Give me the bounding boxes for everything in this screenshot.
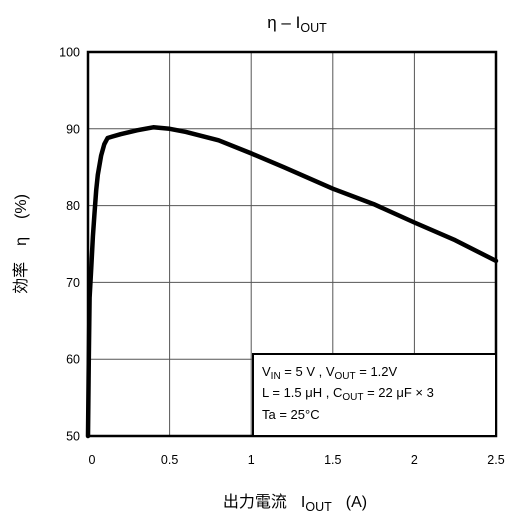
x-tick-label: 0 <box>89 453 96 467</box>
y-tick-label: 70 <box>66 276 80 290</box>
x-axis-label-symbol: I <box>301 494 305 511</box>
x-tick-label: 2 <box>411 453 418 467</box>
y-axis-label-symbol: η <box>13 237 30 246</box>
x-tick-label: 2.5 <box>487 453 504 467</box>
conditions-box: VIN = 5 V , VOUT = 1.2V L = 1.5 μH , COU… <box>252 353 497 437</box>
x-axis-label: 出力電流 IOUT (A) <box>223 493 367 514</box>
y-tick-label: 90 <box>66 122 80 136</box>
conditions-box-frame <box>252 353 497 437</box>
x-tick-label: 1.5 <box>324 453 341 467</box>
x-axis-label-sub: OUT <box>305 500 332 514</box>
conditions-line-3: Ta = 25°C <box>262 407 320 422</box>
conditions-line-1: VIN = 5 V , VOUT = 1.2V <box>262 364 398 382</box>
y-axis-label-prefix: 効率 <box>12 262 30 294</box>
chart-title-main: η – I <box>267 13 300 32</box>
x-axis-label-prefix: 出力電流 <box>223 493 287 511</box>
y-tick-label: 60 <box>66 353 80 367</box>
efficiency-line <box>85 125 499 439</box>
y-axis-label-unit: (%) <box>13 194 30 219</box>
y-tick-labels: 50 60 70 80 90 100 <box>59 46 80 444</box>
x-tick-label: 0.5 <box>161 453 178 467</box>
x-tick-label: 1 <box>248 453 255 467</box>
x-tick-labels: 0 0.5 1 1.5 2 2.5 <box>89 453 505 467</box>
chart-title-sub: OUT <box>300 21 327 35</box>
x-axis-label-unit: (A) <box>346 494 367 511</box>
y-tick-label: 100 <box>59 46 80 60</box>
y-tick-label: 50 <box>66 430 80 444</box>
y-axis-label: 効率 η (%) <box>12 194 30 294</box>
y-tick-label: 80 <box>66 199 80 213</box>
conditions-line-2: L = 1.5 μH , COUT = 22 μF × 3 <box>262 385 434 403</box>
chart-title: η – IOUT <box>267 13 327 35</box>
